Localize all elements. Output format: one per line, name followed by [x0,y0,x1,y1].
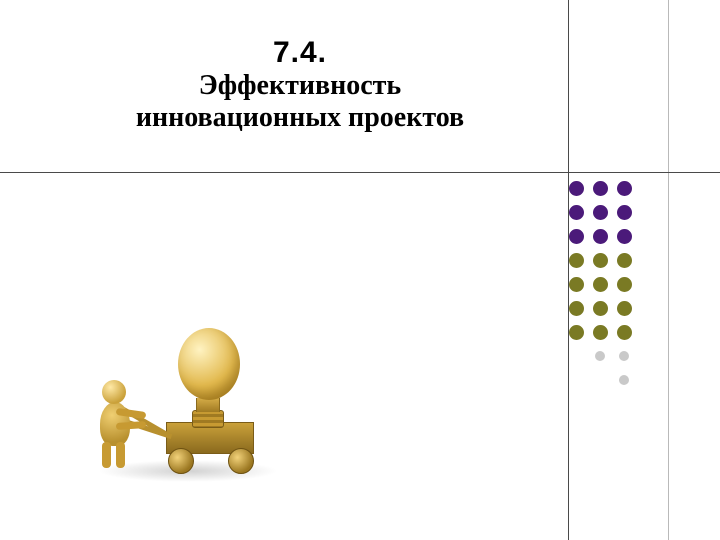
decor-dot [593,205,608,220]
decor-dot [593,253,608,268]
vertical-line-right [568,0,569,540]
slide: 7.4. Эффективность инновационных проекто… [0,0,720,540]
decor-dot [617,253,632,268]
decor-dot [593,229,608,244]
decor-dot [619,375,629,385]
decor-dot [593,277,608,292]
decor-dot [617,301,632,316]
vertical-line-far-right [668,0,669,540]
decor-dot [569,277,584,292]
decor-dot [569,205,584,220]
decor-dot [569,253,584,268]
section-number: 7.4. [120,36,480,70]
figure-leg [116,442,125,468]
decor-dot [617,325,632,340]
decor-dot [593,301,608,316]
figure-head [102,380,126,404]
decor-dot [617,277,632,292]
section-title-line2: инновационных проектов [120,102,480,134]
title-block: 7.4. Эффективность инновационных проекто… [120,36,480,134]
bulb-base-icon [192,410,224,428]
decor-dot [569,229,584,244]
cart-wheel [168,448,194,474]
lightbulb-cart-illustration [88,310,288,480]
decor-dot [617,229,632,244]
bulb-neck [196,398,220,412]
horizontal-line [0,172,720,173]
decor-dot [595,351,605,361]
decor-dot [619,351,629,361]
decor-dot [569,301,584,316]
decor-dot [593,325,608,340]
decor-dot [593,181,608,196]
decor-dot [569,325,584,340]
section-title-line1: Эффективность [120,70,480,102]
figure-leg [102,442,111,468]
decor-dot [617,205,632,220]
decor-dot [569,181,584,196]
lightbulb-icon [178,328,240,400]
cart-wheel [228,448,254,474]
decor-dot [617,181,632,196]
